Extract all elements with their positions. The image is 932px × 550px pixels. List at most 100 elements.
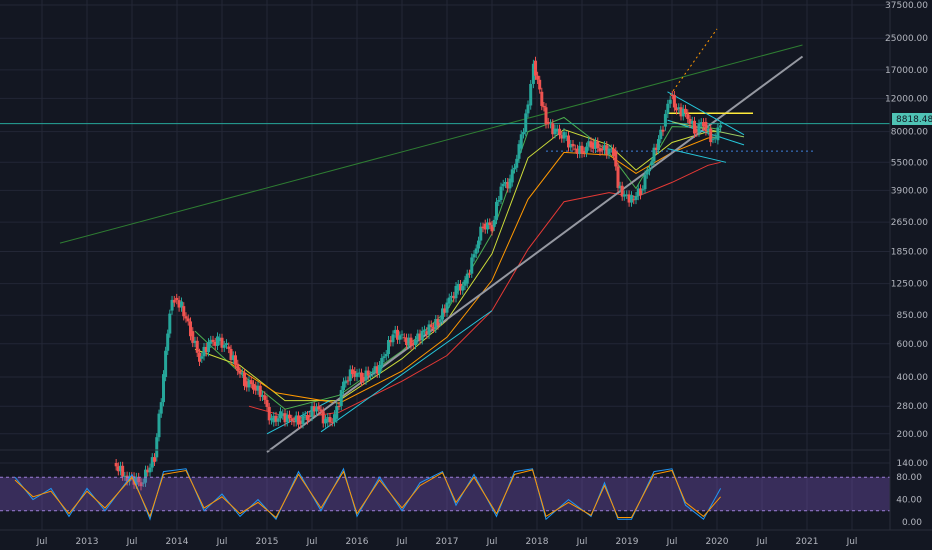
oscillator-tick-label: 80.00 — [896, 473, 922, 483]
candle-body — [526, 104, 530, 114]
candle-body — [560, 135, 564, 139]
candle-body — [420, 330, 424, 341]
candle-body — [252, 384, 255, 390]
candle-body — [378, 365, 381, 374]
candle-body — [582, 151, 586, 153]
candle-body — [589, 141, 593, 148]
price-pane[interactable] — [0, 28, 890, 491]
candle-body — [672, 95, 676, 108]
candle-body — [645, 171, 649, 175]
candle-body — [267, 406, 271, 421]
candle-body — [274, 415, 278, 422]
candle-body — [263, 395, 267, 400]
candle-body — [479, 226, 483, 241]
candle-body — [697, 123, 701, 133]
candle-body — [540, 91, 544, 106]
candle-body — [364, 370, 368, 381]
candle-body — [686, 113, 690, 119]
candle-body — [447, 297, 451, 304]
candle-body — [333, 414, 336, 423]
candle-body — [387, 340, 390, 355]
candle-body — [357, 372, 361, 374]
candle-body — [515, 158, 519, 168]
candle-body — [622, 194, 626, 197]
price-tick-label: 2650.00 — [891, 218, 928, 228]
candle-body — [488, 222, 492, 225]
candle-body — [598, 148, 602, 152]
candle-body — [534, 60, 537, 76]
candle-body — [641, 189, 645, 191]
candle-body — [312, 406, 316, 412]
candle-body — [369, 375, 372, 377]
candle-body — [283, 413, 287, 423]
candle-body — [265, 399, 269, 407]
price-tick-label: 280.00 — [897, 402, 929, 412]
candle-body — [456, 283, 460, 291]
candle-body — [677, 107, 681, 110]
time-tick-label: Jul — [396, 537, 408, 547]
candle-body — [567, 135, 570, 148]
candle-body — [436, 318, 440, 326]
candle-body — [118, 465, 122, 472]
candle-body — [116, 466, 120, 472]
candle-body — [400, 334, 404, 336]
trend-line — [320, 310, 493, 433]
candle-body — [170, 299, 174, 311]
candle-body — [706, 128, 710, 132]
candle-body — [625, 194, 629, 196]
candle-body — [301, 415, 305, 425]
candle-body — [711, 138, 715, 140]
price-tick-label: 5500.00 — [891, 158, 928, 168]
oscillator-pane[interactable] — [0, 467, 890, 521]
candle-body — [172, 299, 176, 303]
candle-body — [576, 148, 579, 154]
candle-body — [321, 411, 325, 424]
candle-body — [699, 122, 703, 124]
candle-body — [236, 363, 240, 371]
candle-body — [222, 344, 226, 348]
candle-body — [531, 63, 535, 84]
time-tick-label: 2016 — [346, 537, 369, 547]
candle-body — [450, 295, 453, 298]
candle-body — [279, 411, 282, 419]
candle-body — [375, 366, 379, 374]
time-tick-label: 2014 — [166, 537, 189, 547]
price-axis[interactable]: 37500.00 25000.00 17000.00 12000.00 8000.00 5… — [885, 1, 928, 469]
candle-body — [670, 95, 674, 97]
time-tick-label: 2018 — [526, 537, 549, 547]
candle-body — [425, 331, 429, 335]
candle-body — [335, 406, 339, 419]
candle-body — [209, 339, 213, 344]
candle-body — [654, 147, 658, 150]
candle-body — [524, 113, 528, 133]
oscillator-axis[interactable]: 80.00 40.00 0.00 — [896, 473, 922, 528]
candle-body — [639, 188, 642, 196]
candle-body — [459, 283, 462, 291]
candle-body — [594, 141, 597, 149]
candle-body — [344, 380, 348, 384]
price-tick-label: 850.00 — [897, 311, 929, 321]
candle-body — [564, 135, 568, 137]
stoch-rsi-line — [14, 469, 721, 519]
candle-body — [229, 348, 233, 360]
time-tick-label: Jul — [756, 537, 768, 547]
candle-body — [704, 121, 708, 132]
price-tick-label: 1850.00 — [891, 248, 928, 258]
candle-body — [348, 369, 352, 381]
time-axis[interactable]: Jul 2013 Jul 2014 Jul 2015 Jul 2016 Jul 2017 Jul 20… — [36, 537, 858, 547]
time-tick-label: Jul — [306, 537, 318, 547]
candle-body — [632, 199, 636, 201]
candle-body — [607, 148, 611, 155]
candle-body — [470, 257, 474, 274]
candle-body — [125, 475, 129, 482]
candle-body — [337, 406, 341, 408]
candle-body — [461, 285, 465, 291]
candle-body — [546, 121, 550, 125]
price-tick-label: 200.00 — [897, 430, 929, 440]
candle-body — [713, 137, 717, 139]
candle-body — [663, 113, 667, 127]
candle-body — [353, 371, 357, 377]
candle-body — [360, 372, 363, 383]
candle-body — [536, 75, 540, 80]
